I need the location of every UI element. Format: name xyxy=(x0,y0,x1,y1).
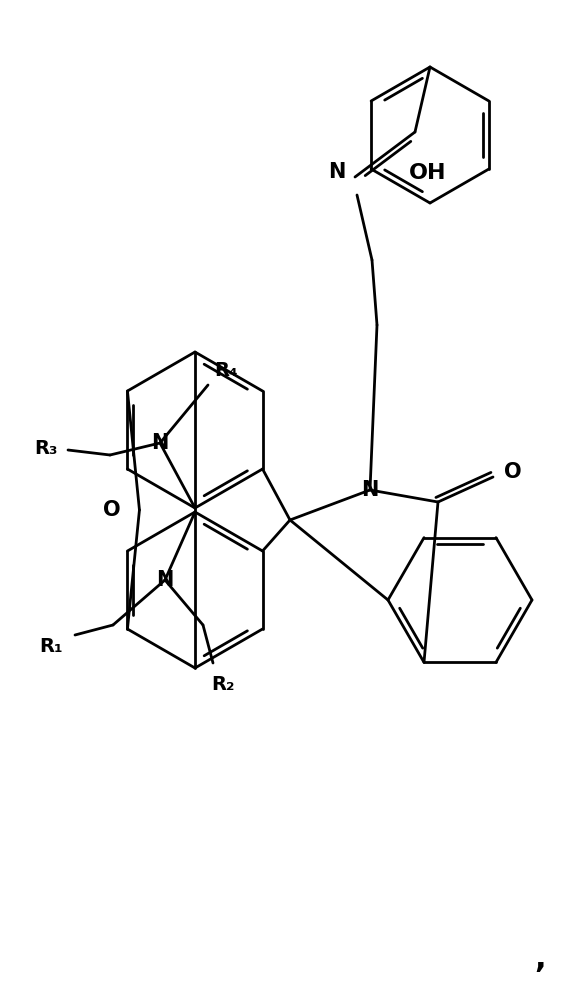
Text: O: O xyxy=(504,462,522,482)
Text: OH: OH xyxy=(409,163,447,183)
Text: O: O xyxy=(103,500,120,520)
Text: R₄: R₄ xyxy=(214,360,238,379)
Text: N: N xyxy=(361,480,379,500)
Text: R₃: R₃ xyxy=(34,438,58,458)
Text: N: N xyxy=(151,433,168,453)
Text: R₂: R₂ xyxy=(211,676,235,694)
Text: N: N xyxy=(328,162,346,182)
Text: N: N xyxy=(156,570,174,590)
Text: ,: , xyxy=(534,946,546,974)
Text: R₁: R₁ xyxy=(39,638,63,656)
